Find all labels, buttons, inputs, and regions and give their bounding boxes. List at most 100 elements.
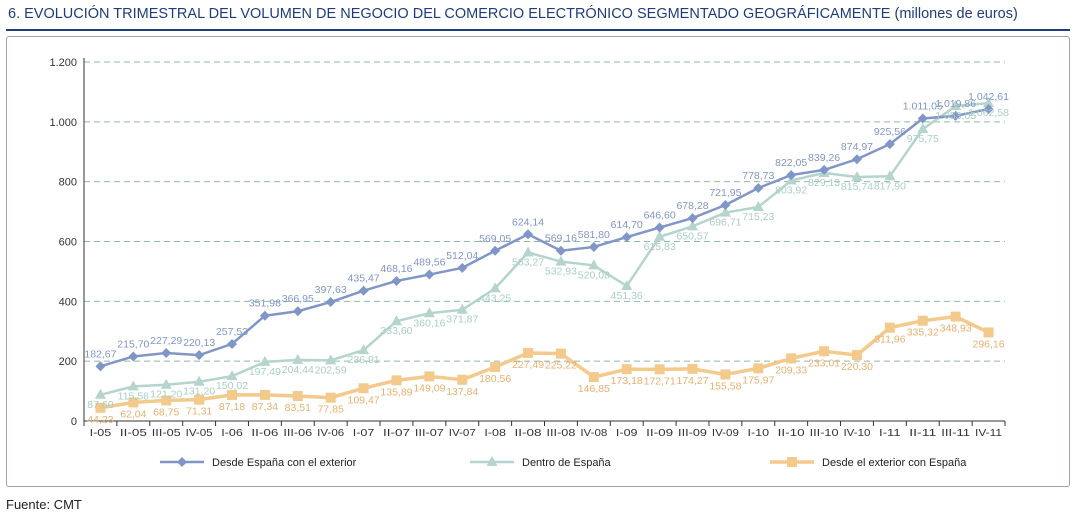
data-label: 569,05 <box>479 233 511 245</box>
data-label: 975,75 <box>907 133 939 145</box>
x-tick-label: III-05 <box>152 427 181 439</box>
data-point <box>786 170 797 181</box>
data-label: 311,96 <box>874 334 905 346</box>
data-point <box>194 350 205 361</box>
data-label: 233,01 <box>808 357 840 369</box>
data-point <box>128 351 139 362</box>
data-point <box>555 245 566 256</box>
data-point <box>983 97 995 108</box>
data-point <box>917 315 928 326</box>
data-label: 366,95 <box>282 293 314 305</box>
legend-label: Dentro de España <box>522 457 612 469</box>
data-point <box>983 327 994 338</box>
data-point <box>687 363 698 374</box>
data-point <box>851 350 862 361</box>
data-label: 371,87 <box>446 314 478 326</box>
data-point <box>424 371 435 382</box>
data-label: 296,16 <box>972 338 1004 350</box>
data-point <box>819 346 830 357</box>
chart-title: 6. EVOLUCIÓN TRIMESTRAL DEL VOLUMEN DE N… <box>8 6 1068 22</box>
x-tick-label: III-08 <box>547 427 576 439</box>
x-tick-label: I-05 <box>90 427 112 439</box>
x-tick-label: IV-05 <box>186 427 213 439</box>
data-label: 333,60 <box>380 325 412 337</box>
data-point <box>753 183 764 194</box>
data-point <box>325 392 336 403</box>
data-label: 257,53 <box>216 326 248 338</box>
data-label: 569,16 <box>545 233 577 245</box>
data-point <box>720 369 731 380</box>
data-point <box>358 344 370 355</box>
data-point <box>161 395 172 406</box>
data-point <box>884 139 895 150</box>
x-tick-label: III-11 <box>941 427 970 439</box>
data-label: 204,44 <box>282 364 314 376</box>
data-point <box>457 262 468 273</box>
data-point <box>523 229 534 240</box>
data-label: 236,91 <box>348 354 380 366</box>
data-point <box>390 315 402 326</box>
legend-marker <box>787 457 797 467</box>
data-point <box>621 364 632 375</box>
data-point <box>127 380 139 391</box>
data-label: 443,25 <box>479 292 511 304</box>
data-point <box>884 170 896 181</box>
data-label: 839,26 <box>808 152 840 164</box>
data-label: 202,59 <box>315 364 347 376</box>
data-point <box>391 275 402 286</box>
data-label: 220,13 <box>183 337 215 349</box>
data-label: 87,18 <box>219 401 245 413</box>
data-label: 175,97 <box>742 374 774 386</box>
data-point <box>194 394 205 405</box>
data-label: 180,56 <box>479 373 511 385</box>
data-point <box>292 391 303 402</box>
data-label: 815,74 <box>841 181 873 193</box>
data-point <box>588 241 599 252</box>
data-label: 1.011,05 <box>903 101 943 113</box>
data-point <box>819 164 830 175</box>
legend-label: Desde España con el exterior <box>212 457 357 469</box>
data-label: 227,29 <box>150 335 182 347</box>
data-point <box>423 307 435 318</box>
x-tick-label: I-07 <box>353 427 375 439</box>
data-point <box>687 220 699 231</box>
data-label: 182,67 <box>84 348 116 360</box>
data-label: 225,22 <box>545 360 577 372</box>
x-tick-label: II-08 <box>515 427 542 439</box>
data-point <box>917 113 928 124</box>
data-label: 131,20 <box>183 386 215 398</box>
legend-label: Desde el exterior con España <box>822 457 967 469</box>
data-label: 646,60 <box>644 210 676 222</box>
data-point <box>227 389 238 400</box>
data-point <box>456 303 468 314</box>
data-label: 614,70 <box>611 219 643 231</box>
data-label: 115,58 <box>118 390 149 402</box>
data-point <box>654 222 665 233</box>
data-point <box>490 361 501 372</box>
x-tick-label: II-09 <box>646 427 673 439</box>
data-point <box>983 104 994 115</box>
data-point <box>522 246 534 257</box>
data-label: 678,28 <box>676 200 708 212</box>
data-label: 135,89 <box>380 386 412 398</box>
data-label: 172,71 <box>644 375 676 387</box>
data-label: 581,80 <box>578 229 610 241</box>
data-label: 778,73 <box>742 170 774 182</box>
data-label: 137,84 <box>446 386 478 398</box>
data-point <box>391 375 402 386</box>
x-tick-label: III-06 <box>283 427 312 439</box>
data-label: 174,27 <box>676 375 708 387</box>
data-point <box>227 338 238 349</box>
data-label: 121,20 <box>150 389 182 401</box>
x-tick-label: IV-11 <box>975 427 1002 439</box>
data-label: 696,71 <box>709 217 741 229</box>
data-label: 1.062,58 <box>968 107 1009 119</box>
data-label: 215,70 <box>117 338 149 350</box>
data-label: 220,30 <box>841 361 873 373</box>
data-label: 829,13 <box>808 177 840 189</box>
data-label: 83,51 <box>285 402 311 414</box>
legend-marker <box>177 457 187 467</box>
data-label: 348,93 <box>940 323 972 335</box>
data-point <box>588 372 599 383</box>
data-point <box>292 353 304 364</box>
